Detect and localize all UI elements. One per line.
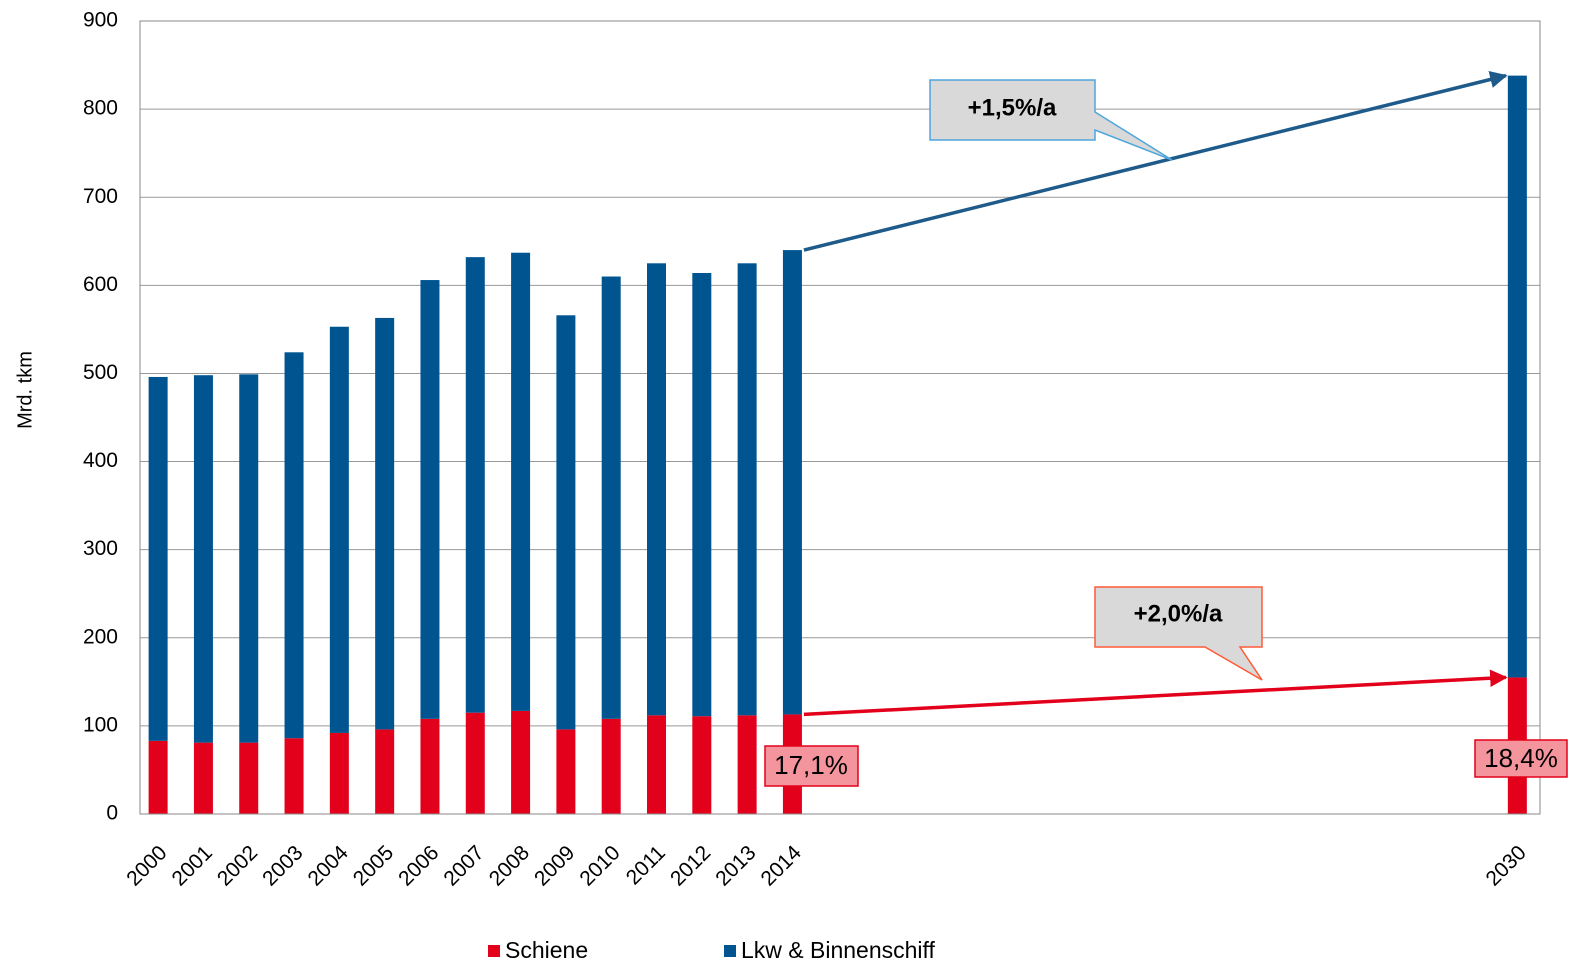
legend-label: Schiene: [505, 937, 588, 963]
share-label: 18,4%: [1484, 743, 1558, 773]
legend-swatch: [488, 945, 500, 957]
x-tick-label: 2008: [485, 841, 534, 890]
x-tick-label: 2006: [394, 841, 443, 890]
bar-segment: [465, 257, 485, 713]
x-tick-label: 2000: [122, 841, 171, 890]
x-tick-label: 2013: [711, 841, 760, 890]
share-label: 17,1%: [774, 750, 848, 780]
bar-segment: [284, 352, 304, 739]
bar-segment: [601, 276, 621, 719]
y-tick-label: 100: [83, 713, 118, 736]
bar-segment: [193, 375, 213, 743]
legend: Schiene Lkw & Binnenschiff: [488, 937, 936, 963]
bar-segment: [692, 272, 712, 717]
bars: [148, 75, 1527, 814]
x-tick-label: 2012: [666, 841, 715, 890]
bar-segment: [420, 280, 440, 719]
bar-segment: [193, 742, 213, 814]
y-tick-label: 0: [106, 802, 118, 825]
x-tick-label: 2005: [349, 841, 398, 890]
bar-segment: [737, 263, 757, 716]
share-box: [1474, 739, 1568, 778]
y-tick-label: 900: [83, 9, 118, 32]
bar-segment: [148, 376, 168, 741]
bar-segment: [1507, 75, 1527, 678]
bar-segment: [329, 732, 349, 814]
bar-segment: [375, 729, 395, 814]
x-tick-label: 2014: [757, 841, 807, 891]
y-tick-label: 800: [83, 97, 118, 120]
x-tick-label: 2011: [622, 841, 670, 889]
bar-segment: [239, 742, 259, 814]
x-tick-label: 2001: [168, 841, 217, 890]
y-tick-label: 400: [83, 449, 118, 472]
y-tick-label: 600: [83, 273, 118, 296]
x-tick-label: 2010: [575, 841, 624, 890]
growth-arrow: [803, 70, 1508, 252]
x-tick-label: 2030: [1482, 841, 1531, 890]
x-tick-label: 2004: [304, 841, 354, 891]
bar-segment: [647, 263, 667, 716]
bar-segment: [556, 729, 576, 814]
y-tick-label: 700: [83, 185, 118, 208]
callout-box: [929, 79, 1173, 161]
callout-box: [1094, 586, 1263, 681]
x-tick-label: 2002: [213, 841, 262, 890]
bar-segment: [284, 738, 304, 814]
growth-label: +2,0%/a: [1134, 600, 1223, 627]
growth-arrow: [803, 669, 1508, 717]
y-tick-label: 500: [83, 361, 118, 384]
bar-segment: [782, 250, 802, 715]
share-box: [764, 745, 859, 787]
bar-segment: [556, 315, 576, 730]
bar-segment: [239, 374, 259, 743]
y-tick-label: 300: [83, 537, 118, 560]
bar-segment: [420, 718, 440, 814]
callout-red: +2,0%/a: [1094, 586, 1263, 681]
callout-blue: +1,5%/a: [929, 79, 1173, 161]
x-tick-label: 2007: [439, 841, 488, 890]
bar-segment: [692, 716, 712, 814]
x-tick-label: 2003: [258, 841, 307, 890]
bar-segment: [647, 715, 667, 814]
bar-segment: [601, 718, 621, 814]
growth-label: +1,5%/a: [968, 94, 1057, 121]
legend-swatch: [724, 945, 736, 957]
bar-segment: [148, 740, 168, 814]
bar-segment: [465, 712, 485, 814]
legend-label: Lkw & Binnenschiff: [741, 937, 936, 963]
y-axis-label: Mrd. tkm: [14, 351, 36, 429]
plot-frame: [139, 20, 1541, 815]
bar-segment: [511, 710, 531, 814]
bar-segment: [329, 326, 349, 733]
y-tick-label: 200: [83, 625, 118, 648]
bar-segment: [511, 252, 531, 711]
bar-segment: [375, 317, 395, 730]
x-tick-label: 2009: [530, 841, 579, 890]
bar-segment: [737, 715, 757, 814]
